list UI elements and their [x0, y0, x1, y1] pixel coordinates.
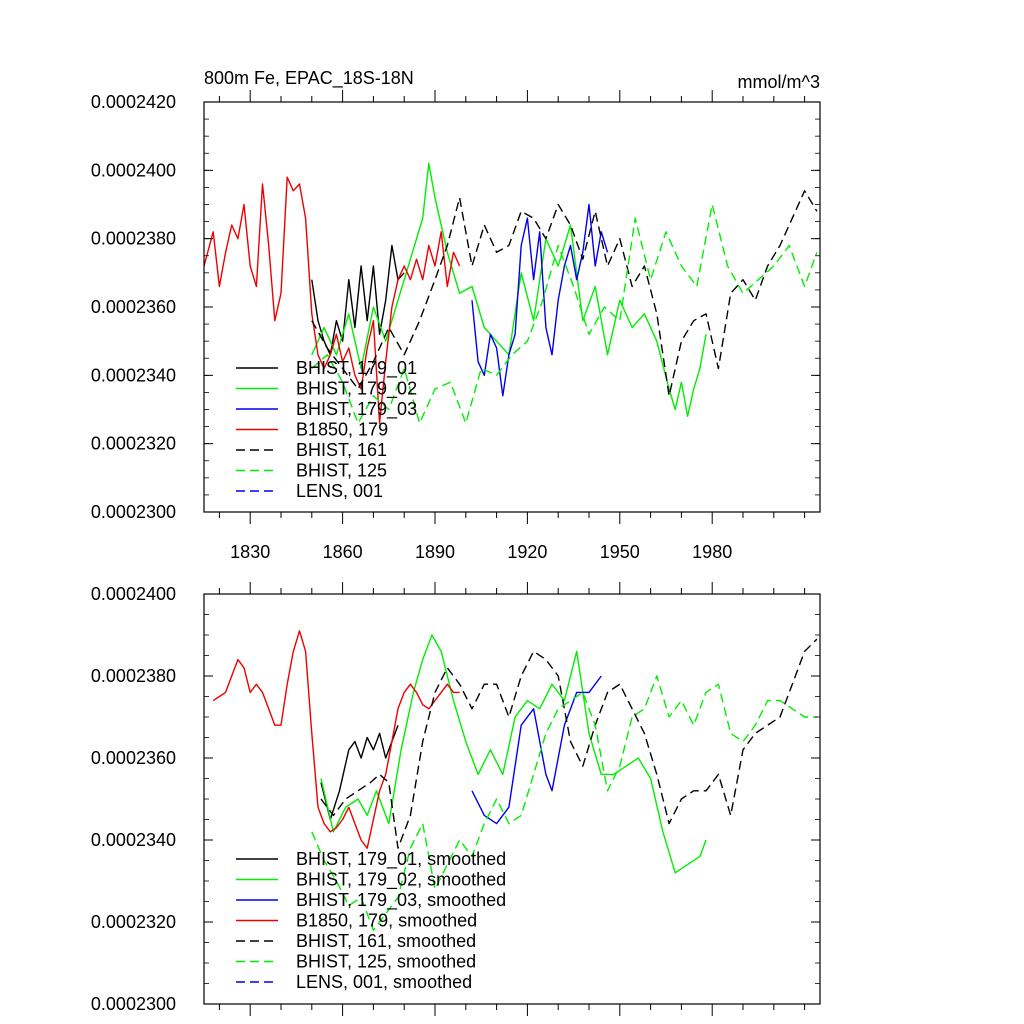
top-panel-ticks: 0.0002300 0.0002320 0.0002340 0.0002360 0.00… — [91, 90, 820, 562]
top-panel-legend-label-1: BHIST, 179_02 — [296, 379, 417, 400]
top-panel-ytick-label: 0.0002340 — [91, 365, 176, 385]
top-panel-series-line-2 — [471, 203, 609, 397]
top-panel-ytick-label: 0.0002400 — [91, 160, 176, 180]
bottom-panel-series-line-1 — [320, 634, 707, 874]
top-panel-legend-label-6: LENS, 001 — [296, 481, 383, 501]
bottom-panel-ytick-label: 0.0002360 — [91, 748, 176, 768]
bottom-panel-ytick-label: 0.0002340 — [91, 830, 176, 850]
top-panel-ytick-label: 0.0002420 — [91, 92, 176, 112]
top-panel-ytick-label: 0.0002360 — [91, 297, 176, 317]
top-panel: 800m Fe, EPAC_18S-18N mmol/m^3 0.0002300… — [91, 68, 821, 562]
top-panel-series-line-4 — [311, 190, 818, 397]
top-panel-xtick-label: 1890 — [415, 542, 455, 562]
bottom-panel-legend-label-2: BHIST, 179_03, smoothed — [296, 890, 506, 911]
top-panel-xtick-label: 1980 — [692, 542, 732, 562]
bottom-panel-ytick-label: 0.0002380 — [91, 666, 176, 686]
top-panel-xtick-label: 1860 — [323, 542, 363, 562]
bottom-panel-ytick-label: 0.0002320 — [91, 912, 176, 932]
top-panel-units: mmol/m^3 — [738, 72, 820, 92]
top-panel-ytick-label: 0.0002300 — [91, 502, 176, 522]
bottom-panel-ytick-label: 0.0002400 — [91, 584, 176, 604]
bottom-panel-legend-label-5: BHIST, 125, smoothed — [296, 952, 476, 972]
top-panel-series-layer — [204, 162, 818, 424]
bottom-panel-series-line-0 — [320, 724, 399, 821]
bottom-panel-ticks: 0.0002300 0.0002320 0.0002340 0.0002360 0.00… — [91, 582, 820, 1016]
bottom-panel: 0.0002300 0.0002320 0.0002340 0.0002360 0.00… — [91, 582, 821, 1016]
top-panel-xtick-label: 1920 — [507, 542, 547, 562]
top-panel-legend-label-4: BHIST, 161 — [296, 440, 387, 460]
top-panel-ytick-label: 0.0002380 — [91, 229, 176, 249]
bottom-panel-ytick-label: 0.0002300 — [91, 994, 176, 1014]
top-panel-legend-label-3: B1850, 179 — [296, 420, 388, 440]
bottom-panel-legend-label-4: BHIST, 161, smoothed — [296, 931, 476, 951]
bottom-panel-series-line-4 — [320, 638, 818, 849]
top-panel-legend-label-0: BHIST, 179_01 — [296, 358, 417, 379]
top-panel-series-line-5 — [311, 203, 818, 424]
top-panel-series-line-3 — [204, 176, 461, 424]
bottom-panel-series-line-3 — [212, 630, 460, 849]
bottom-panel-legend-label-0: BHIST, 179_01, smoothed — [296, 849, 506, 870]
bottom-panel-series-layer — [212, 630, 818, 931]
top-panel-xtick-label: 1830 — [230, 542, 270, 562]
bottom-panel-series-line-5 — [311, 675, 817, 931]
bottom-panel-series-line-2 — [471, 675, 602, 825]
top-panel-legend-label-2: BHIST, 179_03 — [296, 399, 417, 420]
top-panel-series-line-1 — [311, 162, 707, 417]
bottom-panel-legend-label-6: LENS, 001, smoothed — [296, 972, 472, 992]
top-panel-legend-label-5: BHIST, 125 — [296, 461, 387, 481]
top-panel-title: 800m Fe, EPAC_18S-18N — [204, 68, 414, 89]
top-panel-ytick-label: 0.0002320 — [91, 434, 176, 454]
bottom-panel-legend-label-1: BHIST, 179_02, smoothed — [296, 870, 506, 891]
bottom-panel-legend-label-3: B1850, 179, smoothed — [296, 911, 477, 931]
top-panel-xtick-label: 1950 — [600, 542, 640, 562]
top-panel-series-line-0 — [311, 244, 405, 356]
